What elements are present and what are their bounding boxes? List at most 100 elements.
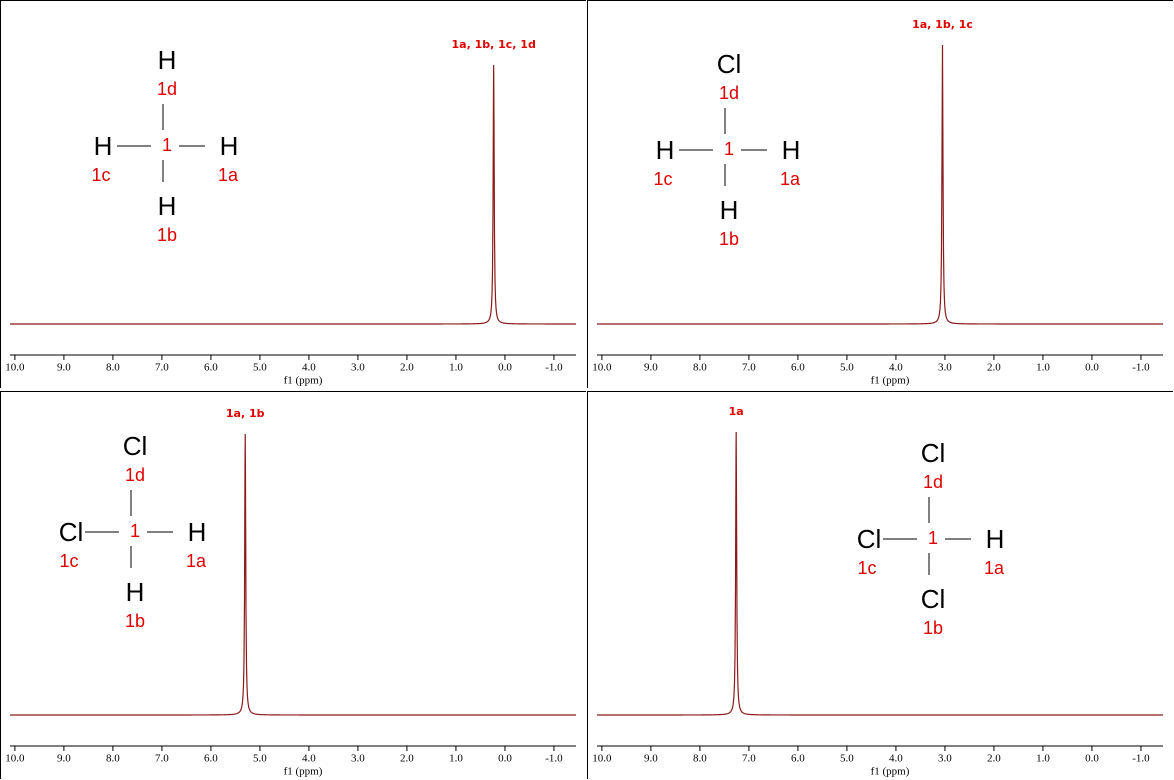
atom-label: 1d xyxy=(157,79,177,99)
spectrum-panel: 10.0 9.0 8.0 7.0 6.0 5.0 4.0 3.0 2.0 1.0 0.0 -1.0 f1… xyxy=(0,391,586,779)
x-tick-label: 9.0 xyxy=(57,753,71,765)
panel-border xyxy=(0,391,586,779)
x-tick-label: 7.0 xyxy=(742,362,756,374)
x-tick-label: 5.0 xyxy=(253,362,267,374)
x-tick-label: 6.0 xyxy=(791,753,805,765)
x-tick-label: -1.0 xyxy=(545,753,563,765)
x-tick-label: 8.0 xyxy=(693,753,707,765)
x-tick-label: 2.0 xyxy=(400,362,414,374)
peak-label: 1a xyxy=(729,405,744,418)
atom-label: 1c xyxy=(857,558,876,578)
atom: H xyxy=(656,135,675,165)
atom: Cl xyxy=(717,49,742,79)
atom: H xyxy=(782,135,801,165)
x-tick-label: 7.0 xyxy=(742,753,756,765)
atom-label: 1d xyxy=(719,83,739,103)
x-tick-label: 9.0 xyxy=(57,362,71,374)
center-atom: 1 xyxy=(928,528,938,548)
x-tick-label: 3.0 xyxy=(938,753,952,765)
spectrum-panel: 10.0 9.0 8.0 7.0 6.0 5.0 4.0 3.0 2.0 1.0 0.0 -1.0 f1… xyxy=(0,0,586,388)
x-tick-label: 10.0 xyxy=(5,753,25,765)
atom-label: 1a xyxy=(186,551,207,571)
spectrum-panel: 10.0 9.0 8.0 7.0 6.0 5.0 4.0 3.0 2.0 1.0 0.0 -1.0 f1… xyxy=(587,391,1173,779)
x-axis-title: f1 (ppm) xyxy=(871,766,910,778)
atom: H xyxy=(220,131,239,161)
x-axis-title: f1 (ppm) xyxy=(284,766,323,778)
x-tick-label: 3.0 xyxy=(938,362,952,374)
center-atom: 1 xyxy=(130,521,140,541)
atom-label: 1a xyxy=(218,165,239,185)
x-tick-label: 6.0 xyxy=(204,753,218,765)
atom: Cl xyxy=(123,431,148,461)
atom-label: 1b xyxy=(157,225,177,245)
atom-label: 1c xyxy=(653,169,672,189)
x-tick-label: 0.0 xyxy=(1085,362,1099,374)
x-tick-label: 6.0 xyxy=(791,362,805,374)
x-tick-label: 4.0 xyxy=(302,362,316,374)
x-tick-label: 10.0 xyxy=(592,753,612,765)
x-tick-label: 1.0 xyxy=(449,362,463,374)
x-tick-label: 0.0 xyxy=(498,753,512,765)
peak-label: 1a, 1b, 1c xyxy=(912,18,973,31)
x-tick-label: 10.0 xyxy=(5,362,25,374)
panel-border xyxy=(0,0,586,388)
x-tick-label: -1.0 xyxy=(1132,362,1150,374)
spectrum-peak xyxy=(10,433,576,716)
atom: H xyxy=(158,45,177,75)
atom: H xyxy=(720,195,739,225)
atom: H xyxy=(126,577,145,607)
atom-label: 1a xyxy=(984,558,1005,578)
x-tick-label: 10.0 xyxy=(592,362,612,374)
atom-label: 1c xyxy=(91,165,110,185)
panel-border xyxy=(587,391,1173,779)
x-tick-label: 4.0 xyxy=(889,753,903,765)
atom: H xyxy=(158,191,177,221)
atom-label: 1b xyxy=(923,618,943,638)
x-tick-label: -1.0 xyxy=(545,362,563,374)
x-tick-label: 0.0 xyxy=(498,362,512,374)
x-tick-label: 8.0 xyxy=(693,362,707,374)
x-tick-label: 0.0 xyxy=(1085,753,1099,765)
x-tick-label: 5.0 xyxy=(253,753,267,765)
spectrum-peak xyxy=(597,431,1163,716)
atom-label: 1b xyxy=(125,611,145,631)
x-tick-label: 3.0 xyxy=(351,753,365,765)
x-tick-label: 7.0 xyxy=(155,753,169,765)
atom: H xyxy=(188,517,207,547)
atom: H xyxy=(94,131,113,161)
peak-label: 1a, 1b xyxy=(226,407,265,420)
x-tick-label: 7.0 xyxy=(155,362,169,374)
x-tick-label: 1.0 xyxy=(449,753,463,765)
x-tick-label: -1.0 xyxy=(1132,753,1150,765)
x-tick-label: 5.0 xyxy=(840,753,854,765)
x-tick-label: 1.0 xyxy=(1036,362,1050,374)
x-axis-title: f1 (ppm) xyxy=(284,375,323,387)
atom-label: 1d xyxy=(125,465,145,485)
atom: H xyxy=(986,524,1005,554)
x-tick-label: 5.0 xyxy=(840,362,854,374)
x-tick-label: 2.0 xyxy=(987,753,1001,765)
peak-label: 1a, 1b, 1c, 1d xyxy=(452,38,536,51)
x-tick-label: 6.0 xyxy=(204,362,218,374)
center-atom: 1 xyxy=(724,139,734,159)
x-tick-label: 2.0 xyxy=(400,753,414,765)
spectrum-panel: 10.0 9.0 8.0 7.0 6.0 5.0 4.0 3.0 2.0 1.0 0.0 -1.0 f1… xyxy=(587,0,1173,388)
spectrum-peak xyxy=(597,44,1163,325)
atom-label: 1a xyxy=(780,169,801,189)
x-tick-label: 8.0 xyxy=(106,753,120,765)
atom: Cl xyxy=(921,438,946,468)
x-tick-label: 3.0 xyxy=(351,362,365,374)
atom-label: 1d xyxy=(923,472,943,492)
center-atom: 1 xyxy=(162,135,172,155)
x-axis-title: f1 (ppm) xyxy=(871,375,910,387)
x-tick-label: 4.0 xyxy=(302,753,316,765)
x-tick-label: 4.0 xyxy=(889,362,903,374)
panel-border xyxy=(587,0,1173,388)
atom: Cl xyxy=(921,584,946,614)
atom-label: 1c xyxy=(59,551,78,571)
x-tick-label: 9.0 xyxy=(644,362,658,374)
atom: Cl xyxy=(857,524,882,554)
atom-label: 1b xyxy=(719,229,739,249)
spectrum-peak xyxy=(10,64,576,325)
